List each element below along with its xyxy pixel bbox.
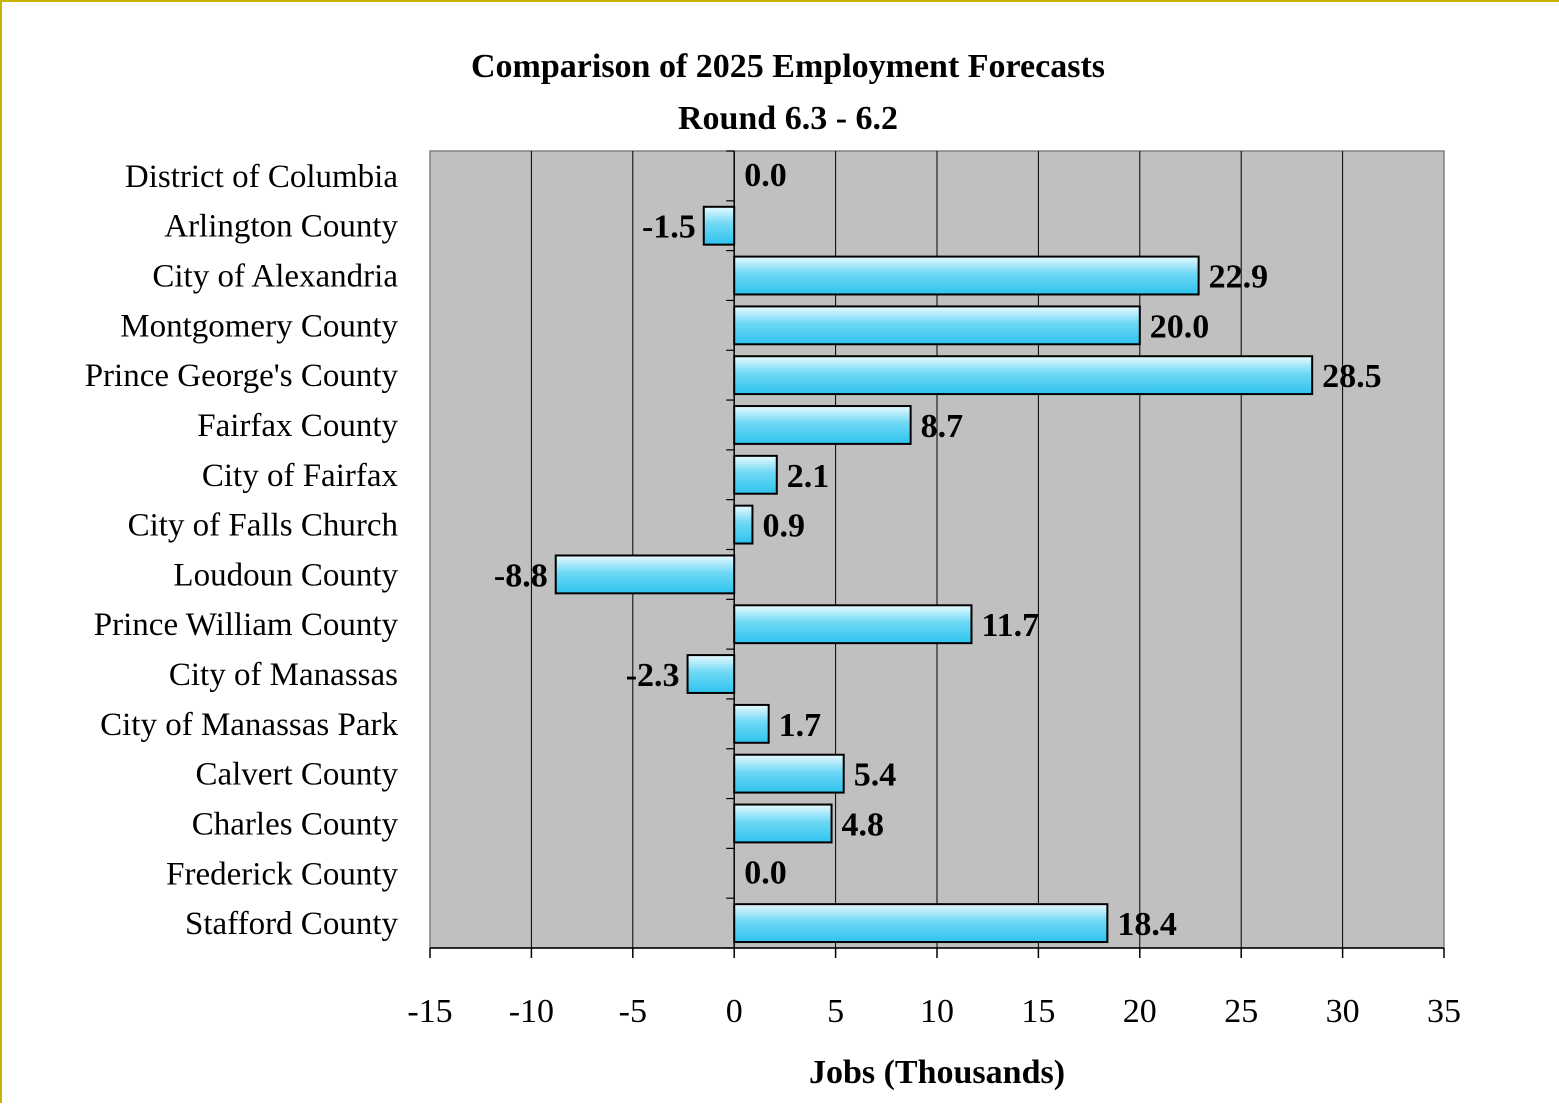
category-label: Arlington County bbox=[164, 209, 398, 245]
bar bbox=[733, 604, 973, 645]
bar bbox=[554, 554, 736, 595]
data-label: 0.0 bbox=[744, 854, 787, 891]
x-axis: -15 -10 -5 0 5 10 15 20 25 30 35 bbox=[407, 947, 1461, 1030]
data-label: 5.4 bbox=[854, 757, 897, 794]
bar bbox=[733, 903, 1109, 944]
category-label: Stafford County bbox=[185, 906, 398, 942]
category-label: Prince George's County bbox=[85, 358, 399, 394]
category-label: Prince William County bbox=[94, 607, 399, 643]
data-label: 22.9 bbox=[1209, 259, 1269, 296]
category-label: City of Falls Church bbox=[128, 508, 399, 544]
data-label: 1.7 bbox=[779, 707, 822, 744]
data-label: 20.0 bbox=[1150, 308, 1210, 345]
x-tick-label: -10 bbox=[509, 993, 554, 1030]
category-label: City of Manassas bbox=[169, 657, 398, 693]
bar bbox=[733, 753, 845, 794]
data-label: 0.9 bbox=[762, 508, 805, 545]
chart-title: Comparison of 2025 Employment Forecasts bbox=[471, 48, 1105, 85]
category-label: District of Columbia bbox=[125, 159, 398, 195]
bar bbox=[702, 205, 736, 246]
category-label: City of Alexandria bbox=[152, 259, 398, 295]
data-label: 0.0 bbox=[744, 157, 787, 194]
data-labels: 0.0 -1.5 22.9 20.0 28.5 8.7 2.1 0.9 -8.8 11.7 -2.3… bbox=[494, 157, 1382, 943]
bar bbox=[733, 305, 1141, 346]
bar bbox=[733, 703, 770, 744]
data-label: -1.5 bbox=[642, 209, 696, 246]
category-label: Charles County bbox=[192, 806, 399, 842]
data-label: -8.8 bbox=[494, 557, 548, 594]
x-tick-label: -5 bbox=[619, 993, 647, 1030]
data-label: 8.7 bbox=[921, 408, 964, 445]
bar bbox=[686, 654, 736, 694]
x-axis-title: Jobs (Thousands) bbox=[809, 1054, 1065, 1091]
x-tick-label: 30 bbox=[1326, 993, 1360, 1030]
x-tick-label: 15 bbox=[1021, 993, 1055, 1030]
data-label: -2.3 bbox=[626, 657, 680, 694]
x-tick-label: 10 bbox=[920, 993, 954, 1030]
x-tick-label: 5 bbox=[827, 993, 844, 1030]
category-label: Frederick County bbox=[166, 856, 398, 892]
x-tick-label: -15 bbox=[407, 993, 452, 1030]
bar bbox=[733, 255, 1200, 296]
data-label: 18.4 bbox=[1117, 906, 1177, 943]
bar bbox=[733, 454, 778, 495]
bar bbox=[733, 504, 754, 545]
category-labels: District of Columbia Arlington County City… bbox=[85, 159, 399, 942]
x-tick-label: 25 bbox=[1224, 993, 1258, 1030]
bar bbox=[733, 355, 1314, 396]
data-label: 2.1 bbox=[787, 458, 830, 495]
category-label: City of Fairfax bbox=[202, 458, 399, 494]
category-label: Fairfax County bbox=[197, 408, 398, 444]
bar bbox=[733, 803, 833, 844]
data-label: 11.7 bbox=[981, 607, 1039, 644]
x-tick-label: 20 bbox=[1123, 993, 1157, 1030]
x-tick-label: 35 bbox=[1427, 993, 1461, 1030]
category-label: Loudoun County bbox=[173, 557, 398, 593]
category-label: Calvert County bbox=[195, 757, 398, 793]
bars bbox=[554, 205, 1314, 944]
category-label: Montgomery County bbox=[120, 308, 398, 344]
data-label: 28.5 bbox=[1322, 358, 1382, 395]
bar bbox=[733, 405, 912, 445]
category-label: City of Manassas Park bbox=[100, 707, 398, 743]
x-tick-label: 0 bbox=[726, 993, 743, 1030]
data-label: 4.8 bbox=[842, 806, 885, 843]
chart-subtitle: Round 6.3 - 6.2 bbox=[678, 100, 898, 137]
